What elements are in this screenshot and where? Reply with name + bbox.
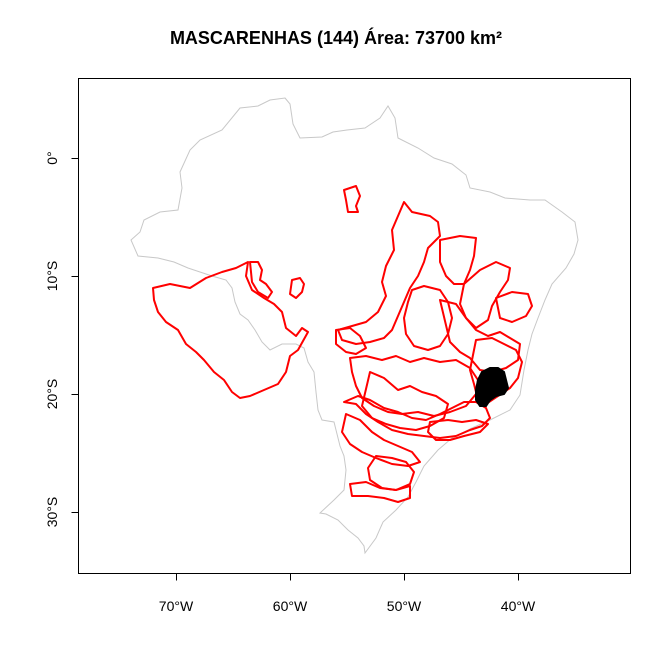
region-south-1 [343,395,491,439]
y-tick-10s: 10°S [44,261,60,292]
brazil-outline [130,97,579,555]
region-east-coast [469,337,523,405]
region-northeast-1 [439,235,477,285]
region-south-east [427,419,489,441]
region-small-west [249,261,273,299]
region-north-small [343,185,361,213]
y-tick-20s: 20°S [44,379,60,410]
region-south-2 [341,413,421,467]
region-central-4 [349,355,479,417]
region-northeast-3 [495,291,533,323]
y-tick-0: 0° [44,151,60,164]
y-axis [71,158,79,513]
x-tick-40w: 40°W [501,598,536,614]
region-outlines [152,185,533,503]
region-central-3 [439,299,521,373]
x-tick-70w: 70°W [159,598,194,614]
region-south-4 [349,481,411,503]
region-central-1 [337,201,441,345]
x-axis [176,573,519,581]
y-tick-30s: 30°S [44,497,60,528]
region-central-2 [403,285,453,351]
x-tick-50w: 50°W [387,598,422,614]
region-west-mid [335,327,367,355]
highlighted-region-mascarenhas [475,367,510,407]
x-tick-60w: 60°W [273,598,308,614]
map-title: MASCARENHAS (144) Área: 73700 km² [169,28,503,48]
region-amazon-west [152,261,309,399]
region-island [289,277,305,299]
